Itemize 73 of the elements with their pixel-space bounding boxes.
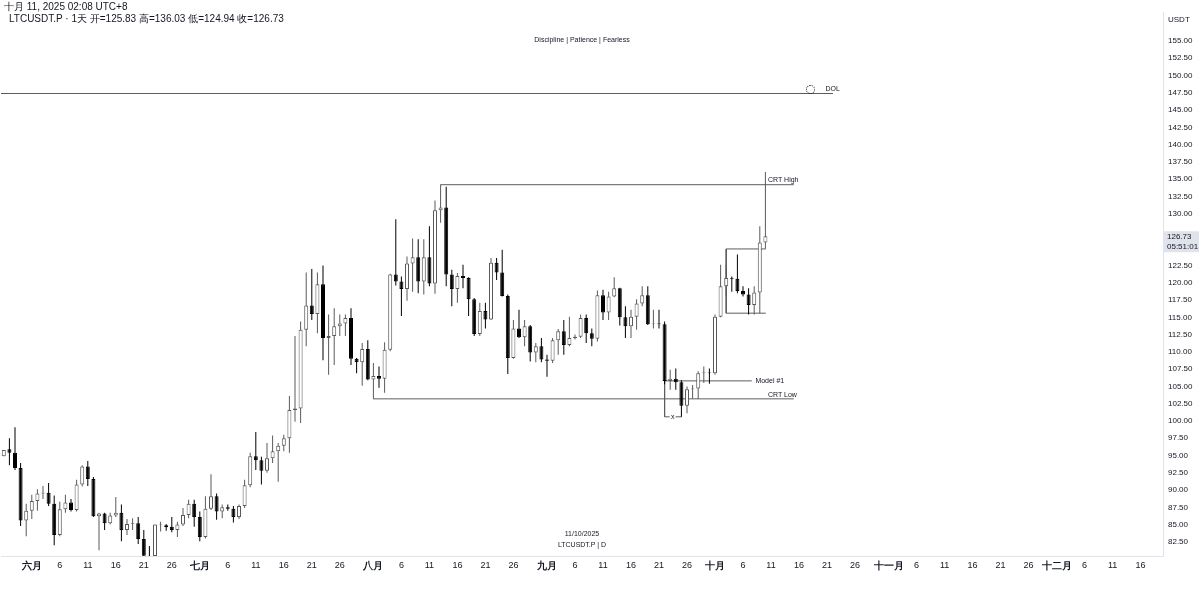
y-tick-label: 140.00 (1168, 139, 1194, 149)
x-tick-label: 11 (1107, 559, 1118, 570)
y-tick-label: 122.50 (1168, 260, 1194, 270)
y-tick-label: 92.50 (1168, 467, 1189, 477)
x-tick-label: 16 (793, 559, 805, 570)
x-tick-label: 九月 (536, 559, 557, 571)
annotation: LTCUSDT.P · 1天 开=125.83 高=136.03 低=124.94 收=126.73 (9, 12, 285, 24)
y-axis-title: USDT (1168, 15, 1190, 25)
y-tick-label: 87.50 (1168, 502, 1189, 512)
y-tick-label: 142.50 (1168, 122, 1194, 132)
text: 十月 11, 2025 02:08 UTC+8 (4, 0, 128, 12)
y-tick-label: 130.00 (1168, 208, 1194, 218)
y-tick-label: 137.50 (1168, 157, 1194, 167)
x-tick-label: 21 (306, 559, 317, 570)
y-tick-label: 110.00 (1168, 347, 1193, 357)
y-tick-label: 152.50 (1168, 53, 1194, 63)
x-tick-label: 6 (572, 559, 578, 570)
x-tick-label: 十一月 (872, 559, 904, 571)
y-tick-label: 147.50 (1168, 88, 1194, 98)
x-tick-label: 11 (598, 559, 608, 570)
y-tick-label: 107.50 (1168, 364, 1194, 374)
x-tick-label: 26 (1023, 559, 1034, 570)
x-tick-label: 6 (914, 559, 920, 570)
x-tick-label: 21 (653, 559, 665, 570)
x-tick-label: 26 (849, 559, 861, 570)
x-tick-label: 16 (625, 559, 637, 570)
y-tick-label: 150.00 (1168, 70, 1194, 80)
x-tick-label: 21 (995, 559, 1006, 570)
x-tick-label: 16 (278, 559, 289, 570)
x-tick-label: 16 (1135, 559, 1146, 570)
text: 05:51:01 (1167, 241, 1199, 251)
x-tick-label: 26 (508, 559, 519, 570)
x-tick-label: 16 (967, 559, 978, 570)
y-tick-label: 105.00 (1168, 381, 1194, 391)
y-tick-label: 132.50 (1168, 191, 1194, 201)
y-tick-label: 115.00 (1168, 312, 1193, 322)
x-tick-label: 11 (424, 559, 435, 570)
y-tick-label: 112.50 (1168, 329, 1193, 339)
x-tick-label: 26 (334, 559, 345, 570)
x-tick-label: 六月 (20, 559, 42, 571)
x-tick-label: 6 (740, 559, 746, 570)
y-tick-label: 95.00 (1168, 450, 1189, 460)
x-tick-label: 八月 (362, 559, 384, 571)
x-tick-label: 16 (452, 559, 463, 570)
x-tick-label: 11 (939, 559, 950, 570)
text: 126.73 (1167, 231, 1193, 241)
x-tick-label: 6 (225, 559, 231, 570)
x-tick-label: 21 (821, 559, 833, 570)
x-tick-label: 十月 (704, 559, 725, 571)
x-tick-label: 6 (57, 559, 63, 570)
x-tick-label: 11 (83, 559, 93, 570)
y-tick-label: 155.00 (1168, 36, 1194, 46)
y-tick-label: 145.00 (1168, 105, 1194, 115)
y-tick-label: 120.00 (1168, 277, 1194, 287)
x-tick-label: 21 (480, 559, 491, 570)
y-tick-label: 97.50 (1168, 433, 1189, 443)
x-tick-label: 11 (251, 559, 261, 570)
x-tick-label: 6 (1082, 559, 1088, 570)
y-tick-label: 117.50 (1168, 295, 1193, 305)
x-tick-label: 21 (138, 559, 149, 570)
x-tick-label: 6 (398, 559, 404, 570)
y-tick-label: 102.50 (1168, 398, 1194, 408)
x-tick-label: 26 (166, 559, 177, 570)
y-tick-label: 100.00 (1168, 416, 1194, 426)
y-tick-label: 85.00 (1168, 519, 1189, 529)
x-tick-label: 十二月 (1040, 559, 1072, 571)
y-tick-label: 90.00 (1168, 485, 1189, 495)
y-tick-label: 135.00 (1168, 174, 1194, 184)
y-tick-label: 82.50 (1168, 537, 1189, 547)
x-tick-label: 26 (681, 559, 693, 570)
x-tick-label: 16 (110, 559, 121, 570)
x-tick-label: 11 (766, 559, 776, 570)
x-tick-label: 七月 (188, 559, 210, 571)
